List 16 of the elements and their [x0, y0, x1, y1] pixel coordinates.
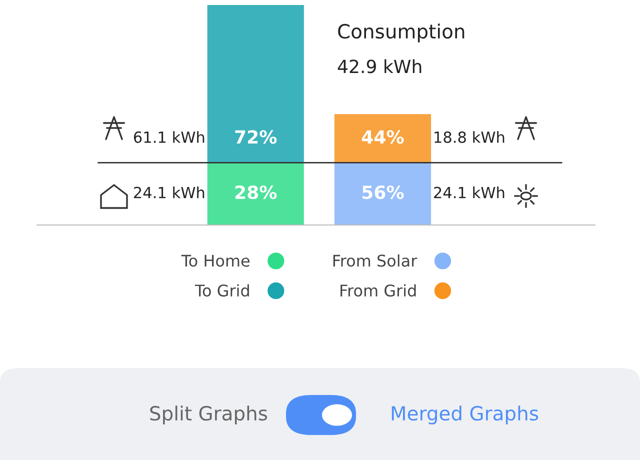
annotation: 28%	[235, 185, 277, 200]
annotation: Consumption	[338, 24, 464, 42]
annotation: 24.1 kWh	[434, 186, 504, 198]
text: Split Graphs	[150, 406, 268, 424]
annotation: 44%	[362, 130, 404, 144]
annotation: 18.8 kWh	[434, 131, 504, 143]
text: Merged Graphs	[392, 406, 538, 424]
legend-label: From Grid	[340, 284, 416, 297]
annotation: 56%	[362, 185, 404, 200]
legend-label: From Solar	[333, 254, 418, 267]
annotation: 24.1 kWh	[134, 186, 204, 198]
annotation: 72%	[235, 130, 277, 144]
legend-label: To Home	[181, 254, 250, 267]
annotation: 61.1 kWh	[134, 131, 204, 143]
annotation: 42.9 kWh	[338, 59, 422, 74]
legend-label: To Grid	[194, 284, 249, 297]
